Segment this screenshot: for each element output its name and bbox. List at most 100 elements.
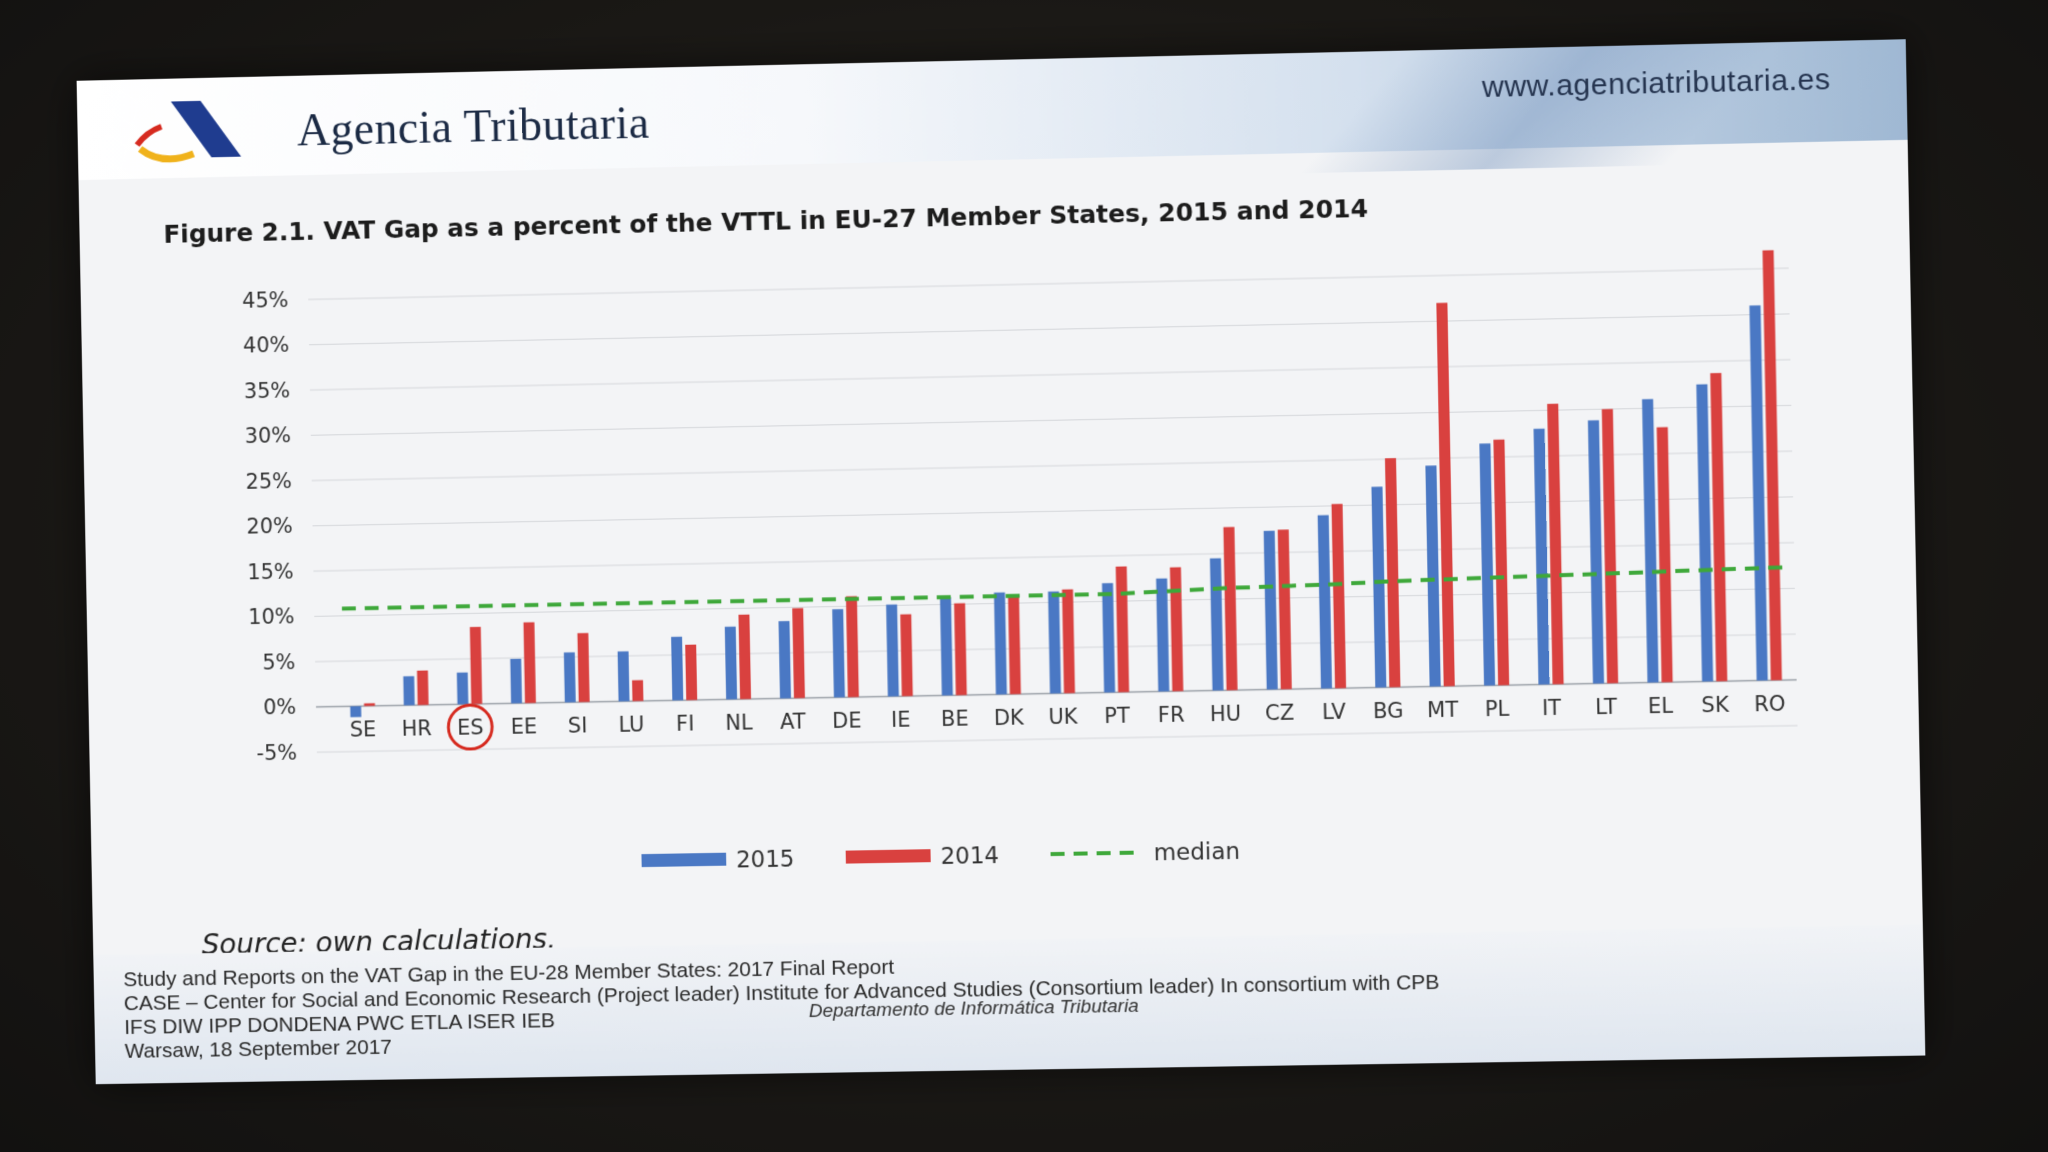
y-tick-label: -5% bbox=[256, 741, 297, 766]
bar-2014-fr bbox=[1170, 567, 1183, 691]
bar-2015-si bbox=[564, 652, 576, 702]
x-tick-label: FI bbox=[676, 711, 695, 735]
footer-date: Warsaw, 18 September 2017 bbox=[125, 1036, 393, 1064]
y-tick-label: 20% bbox=[246, 514, 293, 539]
bar-2015-be bbox=[940, 597, 953, 695]
x-tick-label: FR bbox=[1158, 702, 1185, 727]
gridline bbox=[309, 314, 1789, 345]
bar-2014-es bbox=[470, 627, 482, 704]
x-tick-label: PL bbox=[1485, 696, 1510, 721]
y-tick-label: 25% bbox=[245, 469, 292, 494]
x-tick-label: PT bbox=[1104, 703, 1130, 728]
y-tick-label: 0% bbox=[263, 695, 296, 720]
bar-2015-lv bbox=[1318, 515, 1332, 688]
x-tick-label: SI bbox=[568, 713, 588, 737]
bar-2014-cz bbox=[1278, 530, 1292, 690]
x-tick-label: SK bbox=[1701, 692, 1730, 717]
bar-2015-ee bbox=[510, 659, 522, 704]
gridline bbox=[310, 360, 1791, 390]
y-tick-label: 30% bbox=[245, 424, 292, 449]
gridline bbox=[312, 451, 1793, 480]
legend-label-2014: 2014 bbox=[940, 843, 999, 870]
bar-2015-lu bbox=[618, 651, 630, 701]
y-tick-label: 10% bbox=[248, 605, 295, 630]
bar-2014-uk bbox=[1062, 589, 1075, 693]
bar-2015-fi bbox=[671, 637, 683, 701]
x-tick-label: EE bbox=[511, 714, 538, 738]
legend-swatch-median bbox=[1051, 853, 1136, 854]
bar-2015-it bbox=[1534, 429, 1550, 685]
x-tick-label: HR bbox=[401, 716, 432, 741]
x-tick-label: EL bbox=[1648, 693, 1674, 718]
bar-2014-el bbox=[1657, 427, 1673, 682]
bar-2014-si bbox=[577, 633, 589, 702]
bar-2014-dk bbox=[1008, 595, 1021, 694]
bar-2014-ee bbox=[523, 622, 535, 703]
bar-2015-hu bbox=[1210, 558, 1224, 690]
legend-swatch-2015 bbox=[641, 853, 726, 867]
x-tick-label: AT bbox=[780, 709, 806, 734]
x-tick-label: LU bbox=[618, 712, 644, 736]
bar-2015-fr bbox=[1156, 578, 1169, 691]
x-tick-label: LT bbox=[1595, 694, 1617, 719]
bar-2015-uk bbox=[1048, 591, 1061, 693]
footer-department: Departamento de Informática Tributaria bbox=[809, 996, 1139, 1023]
bar-2015-cz bbox=[1264, 531, 1278, 690]
presentation-slide: Agencia Tributaria www.agenciatributaria… bbox=[77, 39, 1926, 1084]
x-tick-label: UK bbox=[1048, 704, 1079, 729]
y-tick-label: 45% bbox=[242, 288, 289, 313]
x-tick-label: NL bbox=[725, 710, 753, 735]
x-tick-label: CZ bbox=[1265, 700, 1295, 725]
legend-swatch-2014 bbox=[846, 849, 931, 863]
bar-2015-ie bbox=[886, 604, 899, 696]
x-tick-label: BG bbox=[1373, 698, 1404, 723]
bar-2015-de bbox=[832, 609, 845, 697]
bar-2015-nl bbox=[725, 627, 737, 700]
x-tick-label: DK bbox=[994, 705, 1026, 730]
gridline bbox=[313, 497, 1794, 526]
x-tick-label: ES bbox=[457, 715, 484, 739]
bar-2015-lt bbox=[1588, 420, 1604, 683]
x-tick-label: MT bbox=[1427, 697, 1459, 722]
bar-2015-pt bbox=[1102, 583, 1115, 692]
y-tick-label: 40% bbox=[243, 333, 290, 358]
legend-label-2015: 2015 bbox=[736, 846, 795, 873]
bar-2014-bg bbox=[1385, 458, 1400, 687]
bar-2015-dk bbox=[994, 592, 1007, 694]
bar-2014-nl bbox=[738, 615, 751, 700]
x-tick-label: HU bbox=[1210, 701, 1242, 726]
vat-gap-bar-chart: -5% 0% 5% 10% 15% 20% 25% 30% 35% 40% 45% SE HR ES EE S… bbox=[77, 39, 1923, 955]
bar-2015-se bbox=[350, 706, 361, 717]
bar-2014-fi bbox=[685, 645, 697, 701]
x-tick-label: LV bbox=[1322, 699, 1347, 724]
bar-2015-es bbox=[457, 672, 469, 704]
x-tick-label: DE bbox=[832, 708, 862, 733]
bar-2014-ie bbox=[900, 614, 913, 696]
bar-2014-at bbox=[792, 608, 805, 698]
x-tick-label: IE bbox=[891, 707, 911, 731]
bar-2014-lu bbox=[632, 680, 643, 701]
bar-2014-pl bbox=[1493, 439, 1509, 685]
y-tick-label: 35% bbox=[244, 378, 291, 403]
bar-2015-sk bbox=[1696, 384, 1713, 681]
bar-2015-mt bbox=[1425, 466, 1440, 687]
gridline bbox=[308, 268, 1788, 299]
bar-2015-at bbox=[779, 621, 791, 698]
y-tick-label: 5% bbox=[262, 650, 295, 675]
bar-2015-hr bbox=[403, 676, 414, 705]
bar-2014-de bbox=[846, 596, 859, 697]
bar-2015-el bbox=[1642, 399, 1659, 683]
x-tick-label: IT bbox=[1542, 695, 1562, 720]
bar-2014-hr bbox=[417, 670, 429, 705]
bar-2015-bg bbox=[1371, 487, 1386, 688]
x-tick-label: RO bbox=[1754, 691, 1786, 716]
y-tick-label: 15% bbox=[247, 560, 294, 585]
bar-2014-lv bbox=[1331, 504, 1346, 688]
bar-2014-be bbox=[954, 603, 967, 695]
gridline bbox=[311, 405, 1792, 435]
x-tick-label: BE bbox=[941, 706, 969, 731]
bar-2014-se bbox=[364, 703, 375, 706]
bar-2014-pt bbox=[1116, 566, 1129, 692]
bar-2014-hu bbox=[1223, 527, 1237, 690]
x-tick-label: SE bbox=[350, 717, 377, 741]
